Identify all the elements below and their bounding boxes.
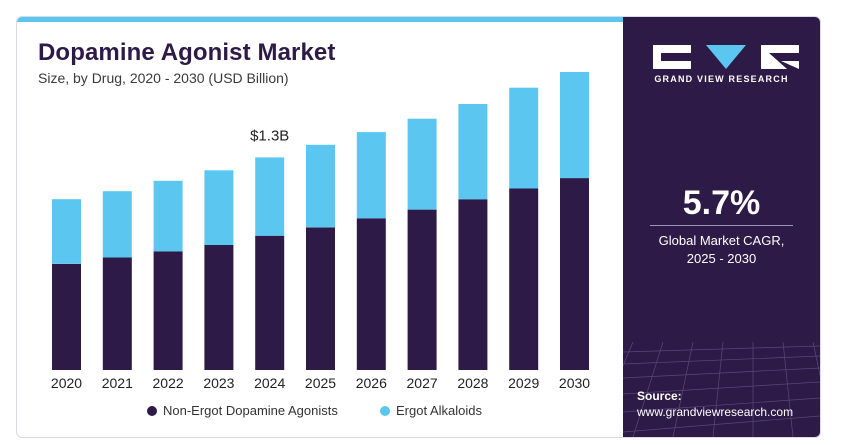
legend-item-non-ergot: Non-Ergot Dopamine Agonists: [147, 403, 338, 418]
chart-subtitle: Size, by Drug, 2020 - 2030 (USD Billion): [38, 70, 289, 86]
bar-non-ergot-dopamine-agonists-2029: [509, 188, 539, 370]
stacked-bar-chart: 2020 2021 2022 2023 2024 $1.3B 2025 2026 2027 202…: [51, 72, 590, 391]
bar-ergot-alkaloids-2024: [255, 157, 285, 236]
source-label: Source:: [637, 389, 682, 403]
bar-ergot-alkaloids-2030: [560, 72, 589, 179]
x-tick-label-2023: 2023: [203, 375, 234, 391]
legend-item-ergot: Ergot Alkaloids: [380, 403, 482, 418]
bar-ergot-alkaloids-2022: [153, 180, 183, 252]
bar-ergot-alkaloids-2021: [102, 191, 132, 258]
source-url: www.grandviewresearch.com: [637, 405, 794, 419]
cagr-label: Global Market CAGR, 2025 - 2030: [623, 232, 820, 268]
brand-name: GRAND VIEW RESEARCH: [654, 74, 789, 84]
x-tick-label-2024: 2024: [254, 375, 285, 391]
x-tick-label-2027: 2027: [407, 375, 438, 391]
bar-non-ergot-dopamine-agonists-2030: [560, 178, 589, 370]
bar-non-ergot-dopamine-agonists-2023: [204, 244, 234, 370]
bar-non-ergot-dopamine-agonists-2021: [102, 257, 132, 370]
chart-card: Dopamine Agonist Market Size, by Drug, 2…: [16, 16, 821, 438]
bar-non-ergot-dopamine-agonists-2025: [306, 227, 335, 370]
x-tick-label-2021: 2021: [102, 375, 133, 391]
cagr-divider: [650, 225, 793, 226]
side-panel: GRAND VIEW RESEARCH 5.7% Global Market C…: [623, 17, 820, 437]
bar-non-ergot-dopamine-agonists-2026: [356, 218, 386, 370]
bar-non-ergot-dopamine-agonists-2027: [407, 209, 437, 370]
x-tick-label-2028: 2028: [457, 375, 488, 391]
x-tick-label-2025: 2025: [305, 375, 336, 391]
legend-swatch-non-ergot: [147, 405, 157, 416]
chart-title: Dopamine Agonist Market: [38, 39, 336, 66]
bar-non-ergot-dopamine-agonists-2022: [153, 251, 183, 370]
bar-non-ergot-dopamine-agonists-2024: [255, 235, 285, 370]
legend-swatch-ergot: [380, 405, 390, 416]
cagr-value: 5.7%: [682, 184, 761, 222]
bar-ergot-alkaloids-2029: [509, 87, 539, 189]
bar-annotation-2024: $1.3B: [250, 127, 289, 144]
bar-ergot-alkaloids-2028: [458, 104, 488, 200]
top-accent-bar: [17, 17, 623, 22]
grand-view-research-logo: [653, 45, 799, 69]
legend-label-non-ergot: Non-Ergot Dopamine Agonists: [163, 403, 338, 418]
cagr-label-line2: 2025 - 2030: [686, 251, 757, 266]
bar-ergot-alkaloids-2023: [204, 170, 234, 245]
x-tick-label-2022: 2022: [153, 375, 184, 391]
x-tick-label-2029: 2029: [508, 375, 539, 391]
bar-non-ergot-dopamine-agonists-2028: [458, 199, 488, 370]
cagr-label-line1: Global Market CAGR,: [658, 233, 785, 248]
bar-ergot-alkaloids-2020: [52, 199, 81, 264]
bar-ergot-alkaloids-2025: [306, 144, 335, 228]
legend-label-ergot: Ergot Alkaloids: [396, 403, 482, 418]
decorative-grid-pattern: [623, 342, 820, 437]
x-tick-label-2030: 2030: [559, 375, 590, 391]
bar-ergot-alkaloids-2026: [356, 132, 386, 219]
x-tick-label-2026: 2026: [356, 375, 387, 391]
x-tick-label-2020: 2020: [51, 375, 82, 391]
bar-ergot-alkaloids-2027: [407, 118, 437, 210]
bar-non-ergot-dopamine-agonists-2020: [52, 263, 81, 370]
